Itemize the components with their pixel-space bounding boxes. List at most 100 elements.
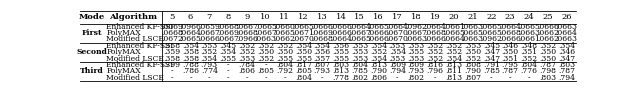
Text: Modified LSCE: Modified LSCE — [106, 74, 164, 82]
Text: .0671: .0671 — [292, 29, 314, 37]
Text: .787: .787 — [558, 67, 575, 75]
Text: .0665: .0665 — [481, 23, 502, 31]
Text: .355: .355 — [220, 55, 237, 63]
Text: .0668: .0668 — [161, 29, 182, 37]
Text: -: - — [434, 74, 436, 82]
Text: .0667: .0667 — [217, 35, 239, 43]
Text: -: - — [284, 74, 286, 82]
Text: .0666: .0666 — [330, 29, 352, 37]
Text: Modified LSCE: Modified LSCE — [106, 35, 164, 43]
Text: .807: .807 — [314, 61, 331, 69]
Text: .809: .809 — [408, 61, 425, 69]
Text: -: - — [509, 74, 511, 82]
Text: -: - — [227, 74, 230, 82]
Text: .785: .785 — [351, 67, 368, 75]
Text: .0667: .0667 — [405, 29, 427, 37]
Text: .0665: .0665 — [349, 35, 371, 43]
Text: 12: 12 — [298, 13, 308, 21]
Text: 22: 22 — [486, 13, 497, 21]
Text: -: - — [264, 74, 267, 82]
Text: .804: .804 — [276, 61, 293, 69]
Text: .803: .803 — [558, 61, 575, 69]
Text: .0666: .0666 — [311, 23, 333, 31]
Text: .0669: .0669 — [311, 29, 333, 37]
Text: .0664: .0664 — [443, 35, 465, 43]
Text: -: - — [246, 74, 248, 82]
Text: .790: .790 — [370, 67, 387, 75]
Text: -: - — [321, 74, 323, 82]
Text: 8: 8 — [225, 13, 231, 21]
Text: .351: .351 — [520, 48, 538, 56]
Text: .350: .350 — [276, 48, 293, 56]
Text: .359: .359 — [163, 48, 180, 56]
Text: .352: .352 — [540, 42, 556, 50]
Text: -: - — [490, 74, 493, 82]
Text: .0069: .0069 — [161, 23, 182, 31]
Text: .0665: .0665 — [292, 23, 314, 31]
Text: .352: .352 — [201, 48, 218, 56]
Text: .354: .354 — [370, 42, 387, 50]
Text: -: - — [208, 74, 211, 82]
Text: 14: 14 — [335, 13, 346, 21]
Text: .345: .345 — [220, 42, 237, 50]
Text: .776: .776 — [520, 67, 538, 75]
Text: .352: .352 — [276, 42, 293, 50]
Text: .813: .813 — [445, 74, 462, 82]
Text: -: - — [528, 74, 531, 82]
Text: .0663: .0663 — [255, 35, 276, 43]
Text: .0663: .0663 — [461, 23, 484, 31]
Text: .357: .357 — [314, 55, 331, 63]
Text: .794: .794 — [389, 67, 406, 75]
Text: .807: .807 — [464, 74, 481, 82]
Text: .0664: .0664 — [330, 35, 352, 43]
Text: .0966: .0966 — [180, 23, 202, 31]
Text: .0666: .0666 — [537, 23, 559, 31]
Text: .354: .354 — [389, 48, 406, 56]
Text: .0668: .0668 — [236, 29, 258, 37]
Text: .353: .353 — [464, 42, 481, 50]
Text: .352: .352 — [238, 42, 255, 50]
Text: 15: 15 — [355, 13, 365, 21]
Text: .802: .802 — [408, 74, 425, 82]
Text: .795: .795 — [502, 61, 518, 69]
Text: .791: .791 — [483, 61, 500, 69]
Text: .788: .788 — [182, 61, 199, 69]
Text: Third: Third — [80, 67, 104, 75]
Text: .0665: .0665 — [180, 35, 202, 43]
Text: .774: .774 — [201, 67, 218, 75]
Text: Algorithm: Algorithm — [109, 13, 157, 21]
Text: .790: .790 — [464, 67, 481, 75]
Text: .809: .809 — [389, 61, 406, 69]
Text: .347: .347 — [483, 55, 500, 63]
Text: .802: .802 — [351, 74, 368, 82]
Text: .0667: .0667 — [255, 29, 276, 37]
Text: .0670: .0670 — [387, 35, 408, 43]
Text: 25: 25 — [543, 13, 553, 21]
Text: .352: .352 — [426, 48, 444, 56]
Text: .0665: .0665 — [481, 29, 502, 37]
Text: .347: .347 — [558, 55, 575, 63]
Text: .0668: .0668 — [217, 23, 239, 31]
Text: .0666: .0666 — [424, 35, 446, 43]
Text: .0664: .0664 — [556, 29, 577, 37]
Text: .350: .350 — [540, 55, 556, 63]
Text: Enhanced KF-SSI: Enhanced KF-SSI — [106, 23, 173, 31]
Text: .347: .347 — [483, 48, 500, 56]
Text: .353: .353 — [388, 42, 406, 50]
Text: .351: .351 — [502, 55, 519, 63]
Text: .0662: .0662 — [537, 29, 559, 37]
Text: .778: .778 — [332, 74, 349, 82]
Text: .793: .793 — [408, 67, 425, 75]
Text: -: - — [170, 67, 173, 75]
Text: .356: .356 — [314, 48, 331, 56]
Text: 17: 17 — [392, 13, 403, 21]
Text: .0665: .0665 — [461, 29, 484, 37]
Text: PolyMAX: PolyMAX — [106, 48, 141, 56]
Text: .358: .358 — [163, 55, 180, 63]
Text: 18: 18 — [411, 13, 422, 21]
Text: .352: .352 — [257, 55, 275, 63]
Text: .0665: .0665 — [255, 23, 276, 31]
Text: .0670: .0670 — [292, 35, 314, 43]
Text: 20: 20 — [449, 13, 459, 21]
Text: Second: Second — [76, 48, 108, 56]
